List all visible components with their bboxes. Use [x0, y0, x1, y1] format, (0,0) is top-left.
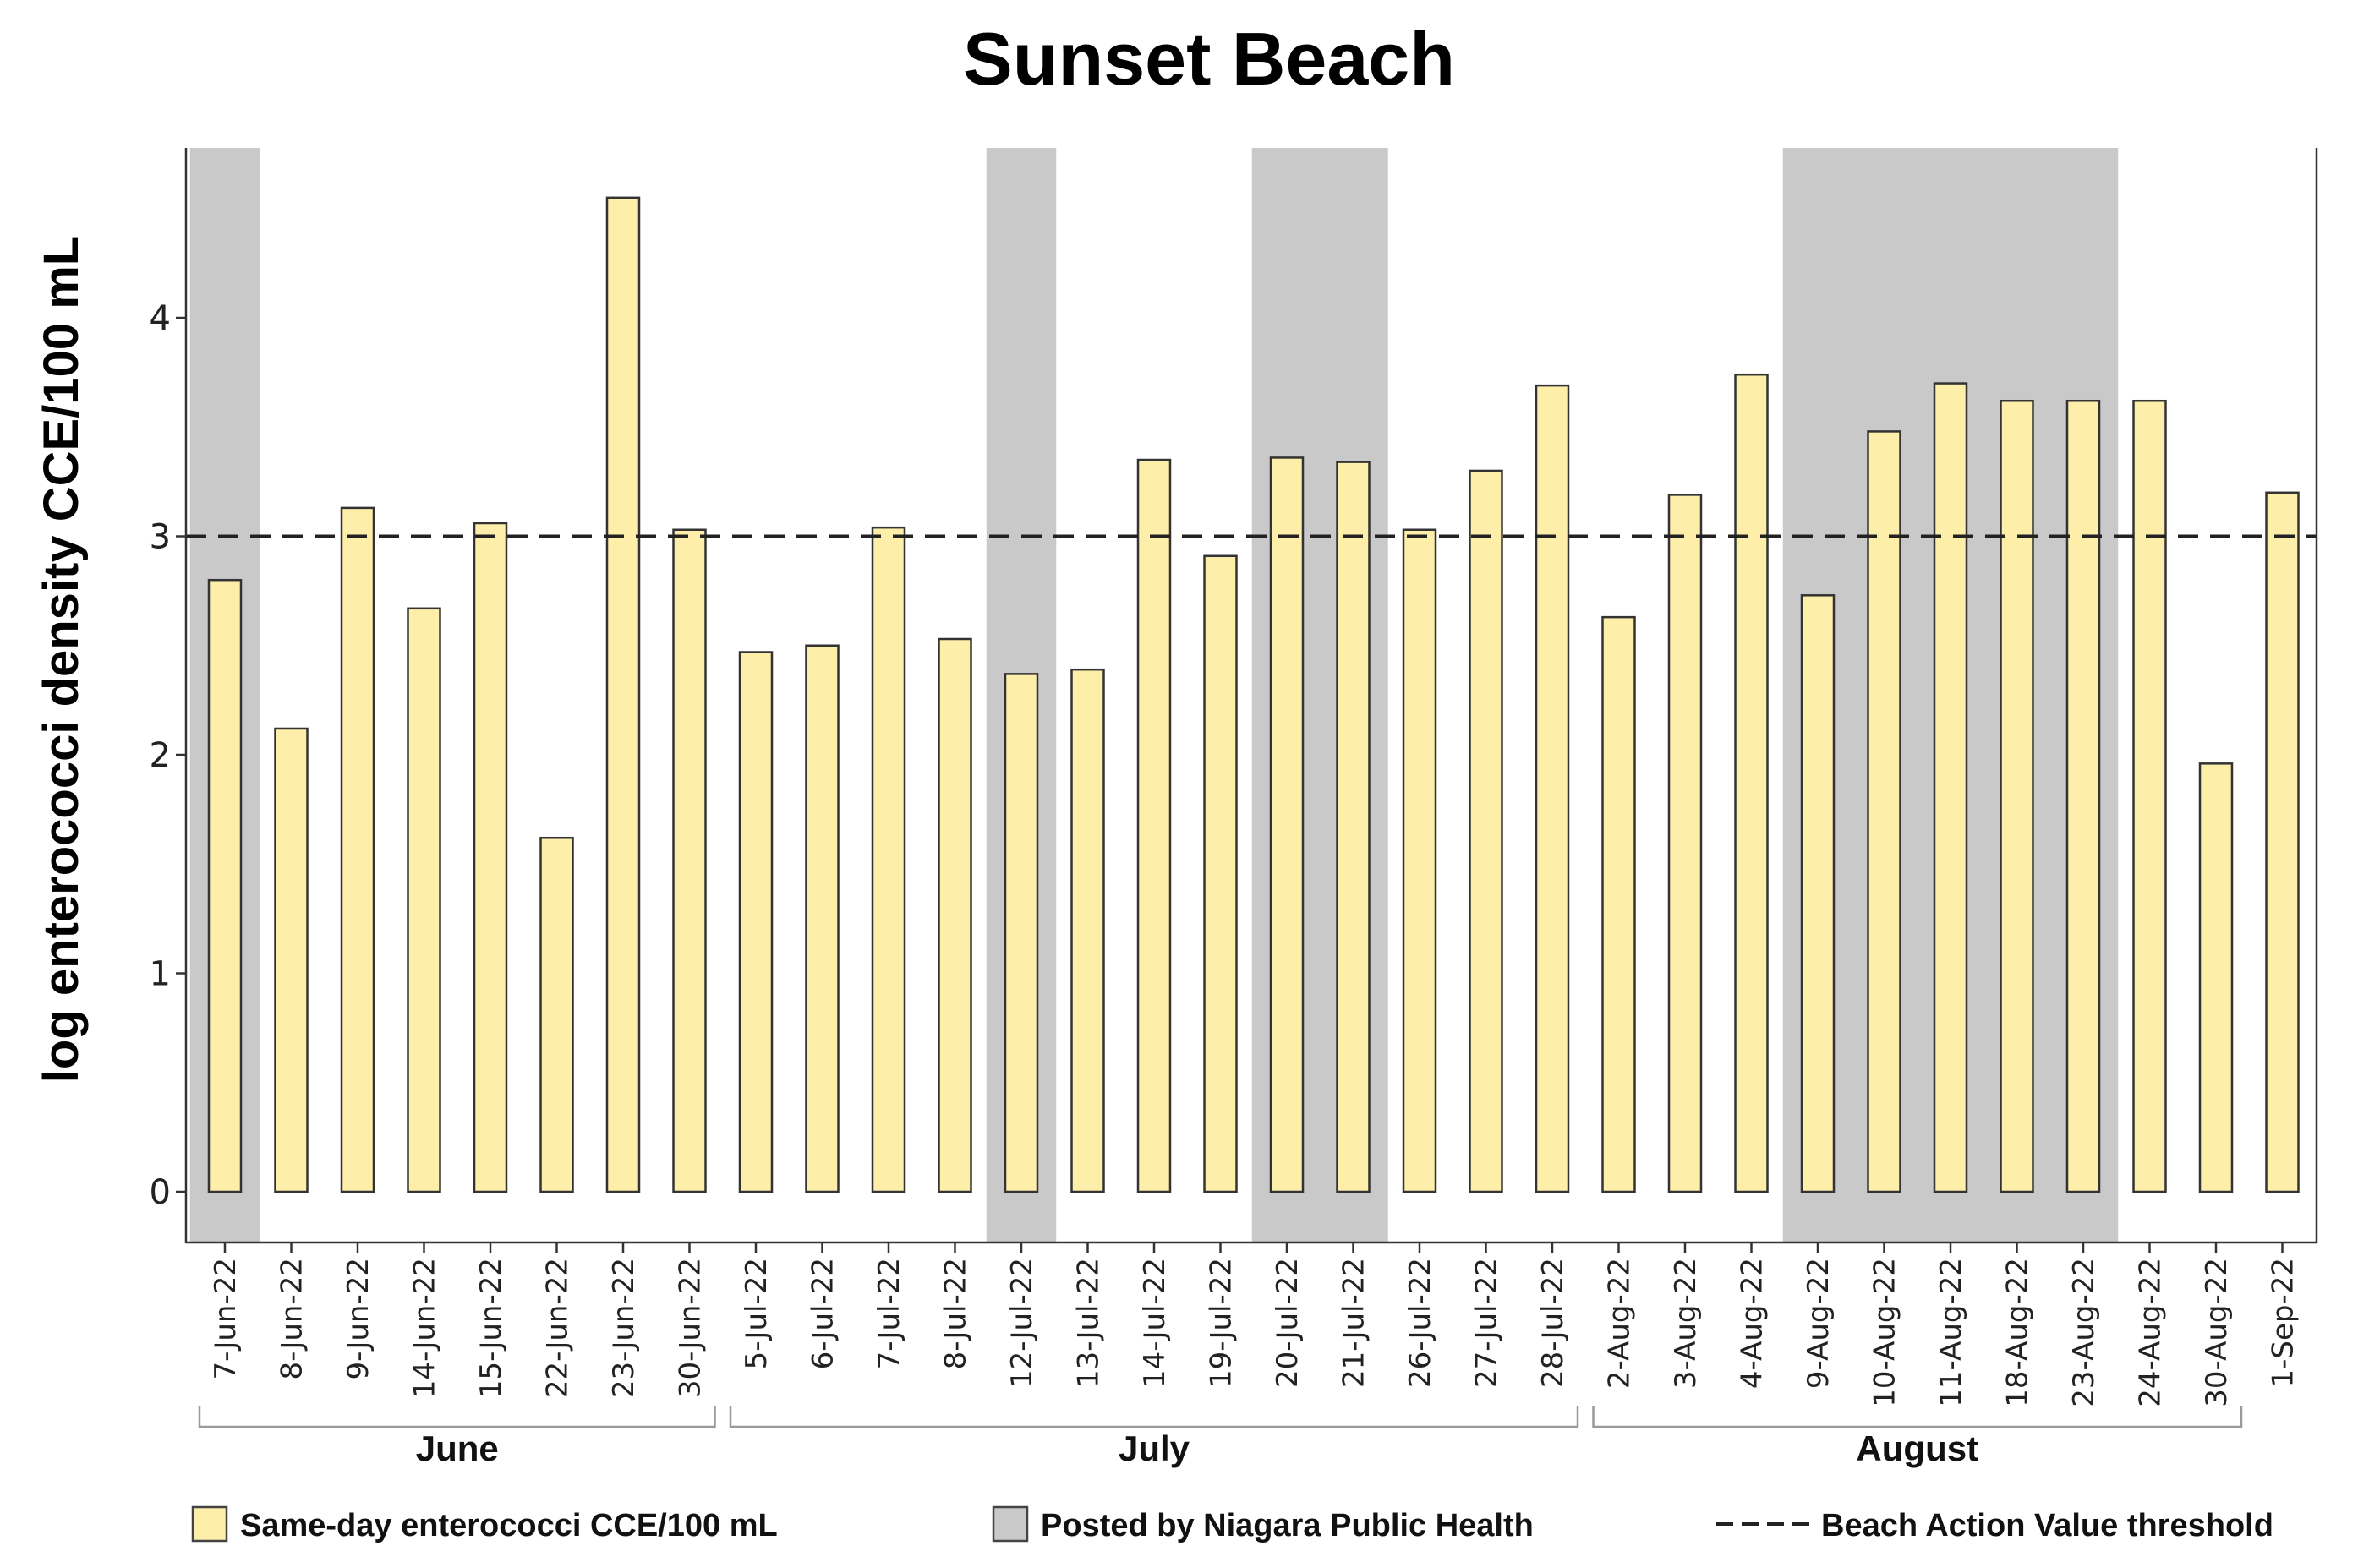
x-tick-label-30-Jun-22: 30-Jun-22: [674, 1258, 708, 1398]
x-tick-label-22-Jun-22: 22-Jun-22: [541, 1258, 575, 1398]
x-tick-label-9-Aug-22: 9-Aug-22: [1802, 1258, 1836, 1389]
bar-24-Aug-22: [2132, 399, 2167, 1193]
bar-5-Jul-22: [738, 651, 774, 1193]
x-tick-label-19-Jul-22: 19-Jul-22: [1205, 1258, 1239, 1388]
month-bracket-June: [198, 1406, 716, 1428]
x-tick-label-15-Jun-22: 15-Jun-22: [474, 1258, 508, 1398]
x-tick-label-5-Jul-22: 5-Jul-22: [740, 1258, 774, 1369]
x-tick-label-28-Jul-22: 28-Jul-22: [1536, 1258, 1570, 1388]
y-tick-label-0: 0: [150, 1173, 171, 1212]
x-tick-label-23-Jun-22: 23-Jun-22: [607, 1258, 641, 1398]
bar-4-Aug-22: [1734, 373, 1769, 1193]
legend-posted-swatch: [992, 1505, 1029, 1543]
x-tick-label-26-Jul-22: 26-Jul-22: [1403, 1258, 1437, 1388]
x-tick-label-21-Jul-22: 21-Jul-22: [1338, 1258, 1371, 1388]
month-label-July: July: [1119, 1428, 1190, 1468]
bar-14-Jun-22: [407, 607, 441, 1193]
x-tick-label-4-Aug-22: 4-Aug-22: [1736, 1258, 1770, 1389]
bar-9-Aug-22: [1800, 594, 1836, 1193]
x-tick-label-18-Aug-22: 18-Aug-22: [2001, 1258, 2035, 1407]
month-bracket-July: [729, 1406, 1579, 1428]
bar-28-Jul-22: [1535, 384, 1570, 1193]
x-tick-label-12-Jul-22: 12-Jul-22: [1005, 1258, 1039, 1388]
bar-23-Jun-22: [605, 196, 641, 1193]
legend-label-1: Posted by Niagara Public Health: [1041, 1508, 1534, 1543]
x-tick-label-8-Jul-22: 8-Jul-22: [939, 1258, 973, 1369]
bar-27-Jul-22: [1469, 469, 1503, 1193]
bar-12-Jul-22: [1004, 673, 1039, 1193]
bar-18-Aug-22: [2000, 399, 2034, 1193]
x-tick-label-3-Aug-22: 3-Aug-22: [1669, 1258, 1703, 1389]
bar-2-Aug-22: [1601, 615, 1636, 1193]
bar-15-Jun-22: [473, 522, 508, 1193]
bar-19-Jul-22: [1203, 554, 1238, 1193]
bar-23-Aug-22: [2065, 399, 2101, 1193]
bar-layer: [207, 196, 2300, 1193]
bar-21-Jul-22: [1336, 461, 1371, 1193]
y-tick-label-4: 4: [150, 299, 171, 338]
x-tick-label-7-Jul-22: 7-Jul-22: [873, 1258, 906, 1369]
month-bracket-August: [1592, 1406, 2243, 1428]
x-tick-label-11-Aug-22: 11-Aug-22: [1934, 1258, 1968, 1407]
bar-20-Jul-22: [1269, 456, 1305, 1193]
bar-7-Jul-22: [871, 526, 906, 1193]
bar-8-Jul-22: [938, 637, 972, 1193]
x-tick-label-2-Aug-22: 2-Aug-22: [1603, 1258, 1637, 1389]
bar-6-Jul-22: [805, 644, 840, 1193]
bar-30-Aug-22: [2198, 762, 2234, 1193]
x-tick-label-10-Aug-22: 10-Aug-22: [1868, 1258, 1902, 1407]
y-tick-label-3: 3: [150, 518, 171, 557]
axes: 0 1 2 3 4: [150, 148, 2318, 1244]
y-tick-label-2: 2: [150, 736, 171, 775]
y-tick-label-1: 1: [150, 955, 171, 994]
x-tick-label-23-Aug-22: 23-Aug-22: [2067, 1258, 2101, 1407]
month-groups: June July August: [198, 1406, 2243, 1468]
bar-10-Aug-22: [1867, 430, 1901, 1193]
bar-8-Jun-22: [274, 727, 309, 1193]
x-tick-label-7-Jun-22: 7-Jun-22: [209, 1258, 243, 1379]
month-label-August: August: [1856, 1428, 1978, 1468]
bar-22-Jun-22: [539, 836, 574, 1193]
bar-30-Jun-22: [672, 528, 707, 1193]
bar-9-Jun-22: [340, 506, 375, 1193]
x-tick-label-27-Jul-22: 27-Jul-22: [1470, 1258, 1504, 1388]
bar-11-Aug-22: [1933, 382, 1968, 1193]
x-tick-label-20-Jul-22: 20-Jul-22: [1271, 1258, 1305, 1388]
bar-7-Jun-22: [207, 578, 243, 1193]
x-tick-label-14-Jun-22: 14-Jun-22: [408, 1258, 442, 1398]
y-axis-label: log enterococci density CCE/100 mL: [34, 236, 89, 1083]
x-tick-label-9-Jun-22: 9-Jun-22: [342, 1258, 375, 1379]
x-tick-label-6-Jul-22: 6-Jul-22: [807, 1258, 840, 1369]
bar-3-Aug-22: [1667, 494, 1703, 1193]
bar-1-Sep-22: [2265, 491, 2300, 1193]
bar-26-Jul-22: [1402, 528, 1437, 1193]
x-tick-label-1-Sep-22: 1-Sep-22: [2267, 1258, 2301, 1388]
x-tick-label-8-Jun-22: 8-Jun-22: [276, 1258, 309, 1379]
bar-14-Jul-22: [1136, 458, 1172, 1193]
legend: Same-day enterococci CCE/100 mL Posted by…: [191, 1505, 2273, 1543]
bar-13-Jul-22: [1070, 668, 1105, 1193]
month-label-June: June: [416, 1428, 499, 1468]
x-tick-label-30-Aug-22: 30-Aug-22: [2200, 1258, 2234, 1407]
legend-bar-swatch: [191, 1505, 228, 1543]
x-tick-label-14-Jul-22: 14-Jul-22: [1138, 1258, 1172, 1388]
legend-label-2: Beach Action Value threshold: [1821, 1508, 2273, 1543]
x-tick-labels: 7-Jun-22 8-Jun-22 9-Jun-22 14-Jun-22 15-Jun-…: [209, 1242, 2301, 1407]
x-tick-label-13-Jul-22: 13-Jul-22: [1072, 1258, 1106, 1388]
legend-label-0: Same-day enterococci CCE/100 mL: [240, 1508, 778, 1543]
x-tick-label-24-Aug-22: 24-Aug-22: [2134, 1258, 2168, 1407]
chart-title: Sunset Beach: [963, 17, 1455, 101]
